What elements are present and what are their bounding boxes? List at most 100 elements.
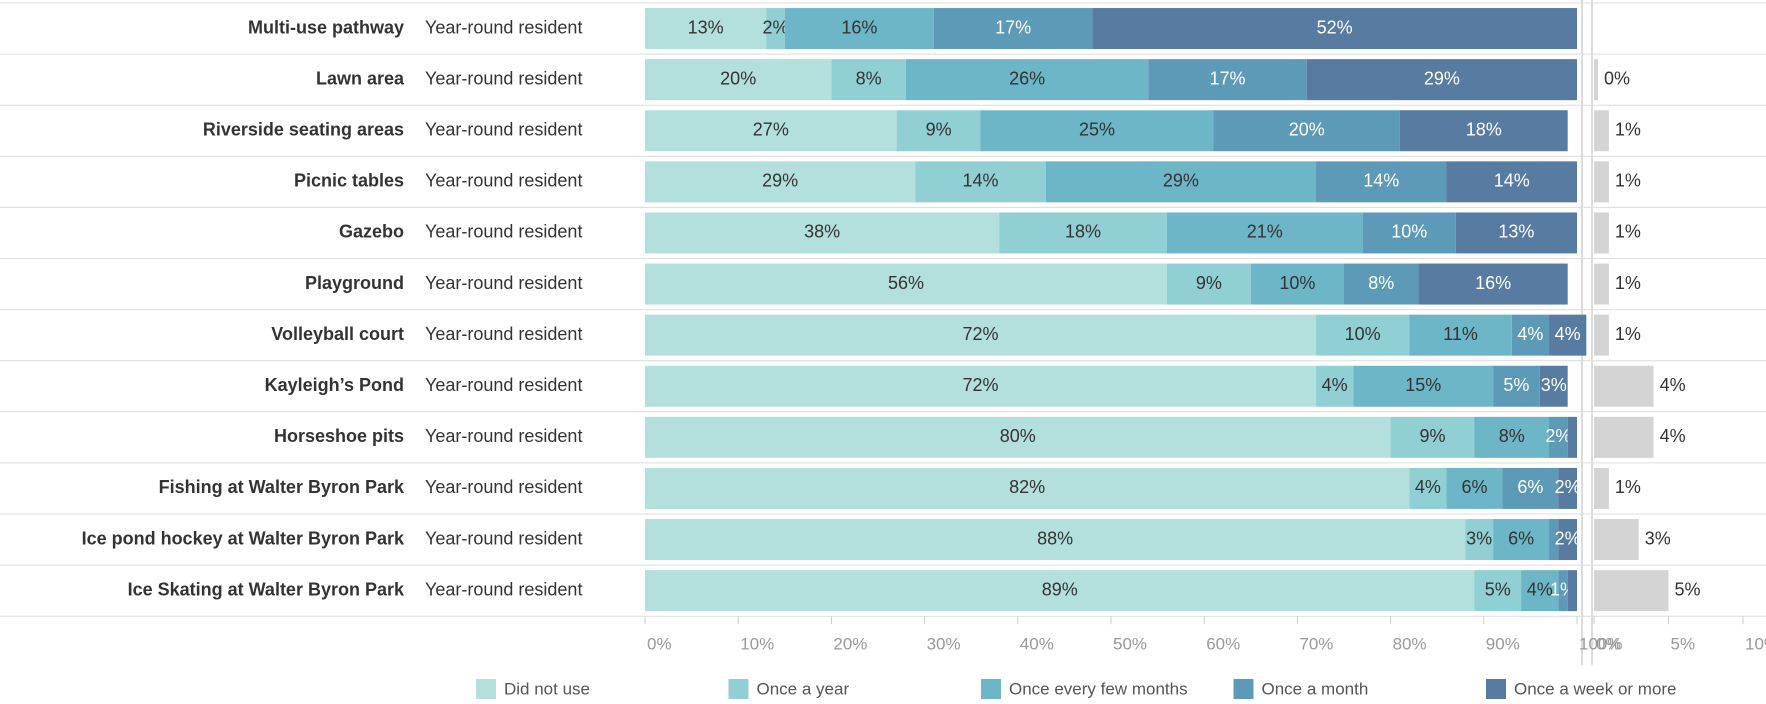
bar-segment xyxy=(645,212,1000,254)
bar-segment xyxy=(645,59,832,101)
data-label: 4% xyxy=(1527,579,1553,599)
group-label: Year-round resident xyxy=(425,222,582,242)
data-label: 8% xyxy=(1499,426,1525,446)
bar-segment xyxy=(645,161,916,203)
data-label: 10% xyxy=(1391,222,1427,242)
data-label: 29% xyxy=(1424,68,1460,88)
data-label: 2% xyxy=(762,17,788,37)
category-label: Multi-use pathway xyxy=(248,17,404,37)
bar-segment xyxy=(1539,365,1568,407)
bar-segment xyxy=(1409,314,1512,356)
bar-segment xyxy=(1148,59,1307,101)
legend-label: Did not use xyxy=(504,679,590,698)
x-tick-label: 0% xyxy=(647,634,672,653)
bar-segment xyxy=(1045,161,1317,203)
data-label: 14% xyxy=(963,171,999,191)
bar xyxy=(1594,570,1669,612)
data-label: 1% xyxy=(1615,477,1641,497)
bar-segment xyxy=(1549,519,1559,561)
data-label: 1% xyxy=(1615,273,1641,293)
bar-segment xyxy=(1306,59,1577,101)
group-label: Year-round resident xyxy=(425,426,582,446)
group-label: Year-round resident xyxy=(425,120,582,140)
data-label: 11% xyxy=(1443,324,1478,344)
data-label: 5% xyxy=(1485,579,1511,599)
data-label: 4% xyxy=(1555,324,1581,344)
bar-segment xyxy=(1493,519,1550,561)
data-label: 20% xyxy=(1289,120,1325,140)
bar-segment xyxy=(1092,8,1577,50)
data-label: 72% xyxy=(963,324,999,344)
category-label: Playground xyxy=(305,273,404,293)
category-label: Horseshoe pits xyxy=(274,426,404,446)
group-label: Year-round resident xyxy=(425,375,582,395)
data-label: 10% xyxy=(1345,324,1381,344)
data-label: 14% xyxy=(1494,171,1530,191)
bar-segment xyxy=(933,8,1093,50)
legend-label: Once a year xyxy=(757,679,850,698)
group-label: Year-round resident xyxy=(425,273,582,293)
bar-segment xyxy=(1455,212,1577,254)
bar-segment xyxy=(1390,416,1475,458)
data-label: 88% xyxy=(1037,528,1073,548)
data-label: 4% xyxy=(1517,324,1543,344)
bar-segment xyxy=(1362,212,1456,254)
legend-swatch xyxy=(1233,679,1254,699)
data-label: 29% xyxy=(1163,171,1199,191)
bar-segment xyxy=(1446,161,1577,203)
bar xyxy=(1594,263,1609,305)
bar-segment xyxy=(1250,263,1344,305)
bar xyxy=(1594,212,1609,254)
data-label: 56% xyxy=(888,273,924,293)
group-label: Year-round resident xyxy=(425,17,582,37)
data-label: 8% xyxy=(856,68,882,88)
data-label: 8% xyxy=(1368,273,1394,293)
bar xyxy=(1594,519,1639,561)
data-label: 3% xyxy=(1645,528,1671,548)
data-label: 3% xyxy=(1466,528,1492,548)
bar-segment xyxy=(645,263,1167,305)
bar-segment xyxy=(1446,467,1503,509)
bar-segment xyxy=(1567,416,1577,458)
category-label: Lawn area xyxy=(316,68,405,88)
data-label: 17% xyxy=(1209,68,1245,88)
bar-segment xyxy=(1316,314,1410,356)
category-label: Volleyball court xyxy=(271,324,404,344)
data-label: 13% xyxy=(688,17,724,37)
bar-segment xyxy=(999,212,1167,254)
data-label: 5% xyxy=(1675,579,1701,599)
bar-segment xyxy=(1474,570,1522,612)
data-label: 16% xyxy=(1475,273,1511,293)
bar-segment xyxy=(1558,570,1568,612)
x-tick-label: 40% xyxy=(1020,634,1054,653)
legend-label: Once a week or more xyxy=(1514,679,1677,698)
bar-segment xyxy=(905,59,1149,101)
group-label: Year-round resident xyxy=(425,477,582,497)
bar-segment xyxy=(1558,467,1577,509)
bar-segment xyxy=(645,519,1466,561)
x-tick-label: 10% xyxy=(740,634,774,653)
data-label: 29% xyxy=(762,171,798,191)
bar-segment xyxy=(1166,263,1251,305)
data-label: 5% xyxy=(1503,375,1529,395)
category-label: Picnic tables xyxy=(294,171,404,191)
data-label: 2% xyxy=(1555,528,1581,548)
data-label: 9% xyxy=(1420,426,1446,446)
data-label: 2% xyxy=(1545,426,1571,446)
category-label: Riverside seating areas xyxy=(203,120,404,140)
category-label: Ice pond hockey at Walter Byron Park xyxy=(82,528,405,548)
bar-segment xyxy=(980,110,1214,152)
x-tick-label: 20% xyxy=(833,634,867,653)
bar-segment xyxy=(1567,570,1577,612)
data-label: 14% xyxy=(1363,171,1399,191)
x-tick-label: 100% xyxy=(1579,634,1622,653)
data-label: 4% xyxy=(1660,426,1686,446)
data-label: 0% xyxy=(1604,68,1630,88)
data-label: 89% xyxy=(1042,579,1078,599)
data-label: 20% xyxy=(720,68,756,88)
bar-segment xyxy=(1166,212,1363,254)
bar xyxy=(1594,365,1654,407)
bar-segment xyxy=(1521,570,1559,612)
bar-segment xyxy=(1493,365,1540,407)
